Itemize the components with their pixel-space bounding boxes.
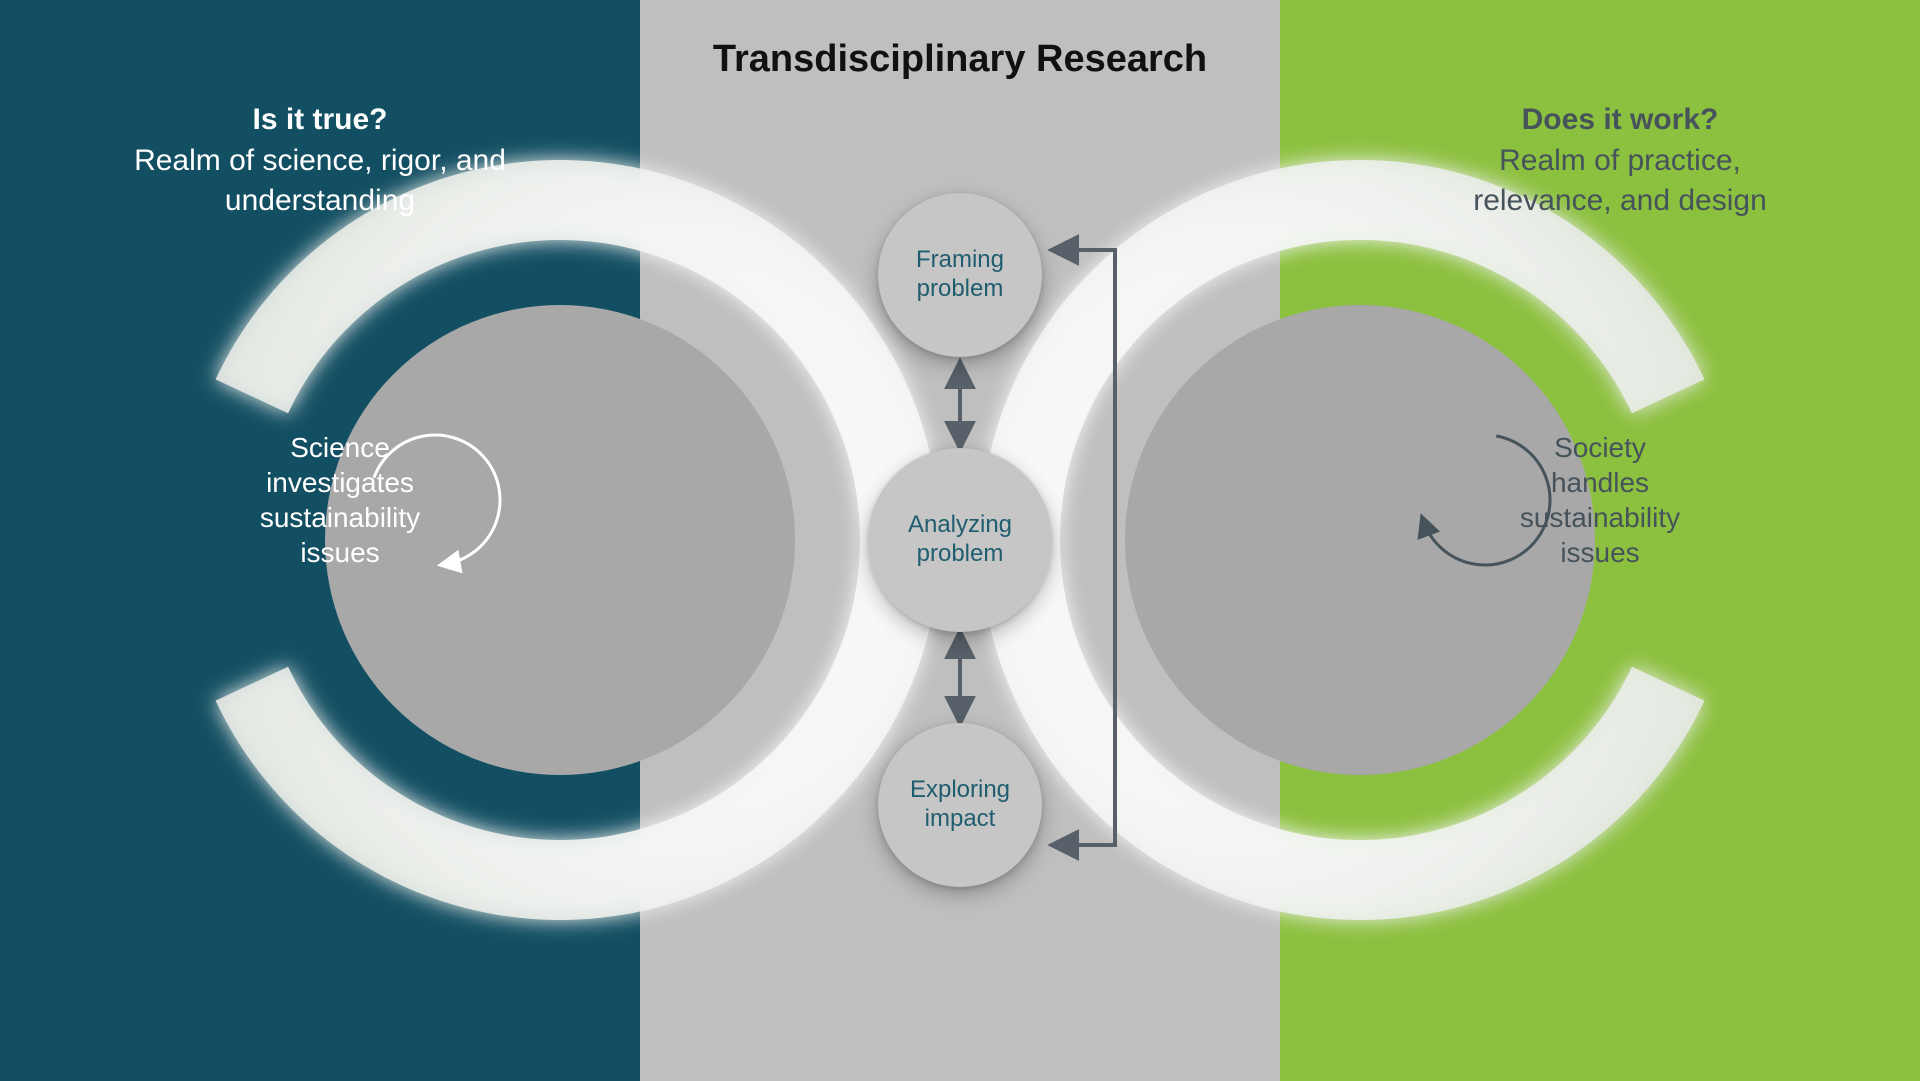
node-analyzing: Analyzingproblem (868, 448, 1052, 632)
node-framing: Framingproblem (878, 193, 1042, 357)
right-heading-subtitle: Realm of practice,relevance, and design (1360, 141, 1880, 222)
left-heading-question: Is it true? (60, 100, 580, 141)
left-heading-subtitle: Realm of science, rigor, andunderstandin… (60, 141, 580, 222)
right-side-label: Societyhandlessustainabilityissues (1470, 430, 1730, 570)
right-heading-question: Does it work? (1360, 100, 1880, 141)
right-heading: Does it work? Realm of practice,relevanc… (1360, 100, 1880, 222)
left-heading: Is it true? Realm of science, rigor, and… (60, 100, 580, 222)
left-side-label: Scienceinvestigatessustainabilityissues (210, 430, 470, 570)
node-exploring: Exploringimpact (878, 723, 1042, 887)
main-title: Transdisciplinary Research (0, 38, 1920, 81)
